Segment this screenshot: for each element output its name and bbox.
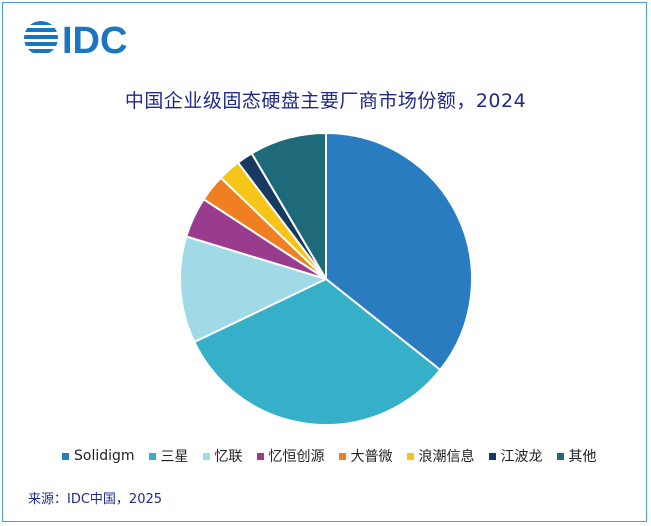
legend-label: 忆联: [214, 449, 243, 465]
legend-item-7: 其他: [556, 446, 597, 466]
legend-label: Solidigm: [74, 448, 135, 464]
legend-item-2: 忆联: [202, 446, 243, 466]
legend-label: 三星: [160, 449, 189, 465]
legend-swatch: [338, 452, 346, 460]
legend-item-3: 忆恒创源: [256, 446, 325, 466]
pie-slice-0: [325, 132, 473, 371]
legend-swatch: [202, 452, 210, 460]
source-note: 来源：IDC中国，2025: [28, 492, 163, 507]
logo-text: IDC: [62, 20, 127, 58]
legend-label: 浪潮信息: [418, 449, 475, 465]
pie-slice-7: [250, 132, 327, 280]
legend-item-4: 大普微: [338, 446, 393, 466]
legend-swatch: [556, 452, 564, 460]
idc-logo: IDC: [22, 18, 152, 58]
legend-swatch: [256, 452, 264, 460]
legend-swatch: [148, 452, 156, 460]
legend-label: 大普微: [350, 449, 393, 465]
chart-title: 中国企业级固态硬盘主要厂商市场份额，2024: [124, 90, 527, 112]
legend-swatch: [488, 452, 496, 460]
idc-logo-icon: IDC: [24, 20, 127, 58]
legend-label: 江波龙: [500, 449, 543, 465]
pie-slice-2: [179, 235, 327, 343]
pie-slice-1: [193, 278, 442, 426]
chart-legend: Solidigm 三星 忆联 忆恒创源 大普微 浪潮信息 江波龙 其他: [62, 446, 622, 466]
legend-swatch: [406, 452, 414, 460]
legend-item-0: Solidigm: [62, 448, 135, 464]
pie-slices: [179, 132, 473, 426]
legend-label: 忆恒创源: [268, 449, 325, 465]
legend-item-5: 浪潮信息: [406, 446, 475, 466]
legend-item-6: 江波龙: [488, 446, 543, 466]
legend-item-1: 三星: [148, 446, 189, 466]
legend-swatch: [62, 452, 69, 460]
legend-label: 其他: [568, 449, 597, 465]
